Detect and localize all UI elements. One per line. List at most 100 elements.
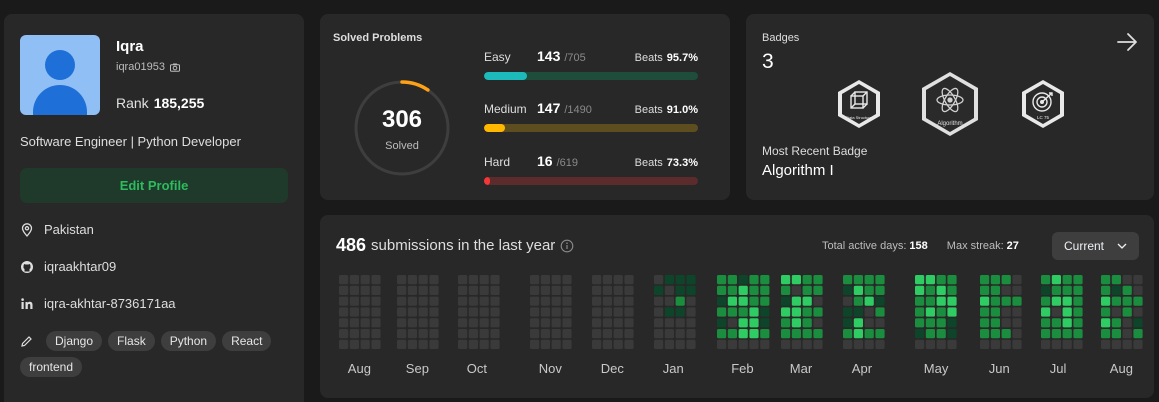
- heatmap-cell[interactable]: [654, 339, 664, 349]
- heatmap-cell[interactable]: [760, 307, 770, 317]
- heatmap-cell[interactable]: [813, 318, 823, 328]
- heatmap-cell[interactable]: [925, 275, 935, 285]
- heatmap-cell[interactable]: [843, 307, 853, 317]
- heatmap-cell[interactable]: [360, 296, 370, 306]
- heatmap-cell[interactable]: [360, 339, 370, 349]
- skill-tag[interactable]: React: [222, 331, 272, 351]
- heatmap-cell[interactable]: [429, 307, 439, 317]
- heatmap-cell[interactable]: [360, 318, 370, 328]
- heatmap-cell[interactable]: [339, 339, 349, 349]
- heatmap-cell[interactable]: [551, 307, 561, 317]
- heatmap-cell[interactable]: [664, 275, 674, 285]
- heatmap-cell[interactable]: [760, 329, 770, 339]
- heatmap-cell[interactable]: [1012, 285, 1022, 295]
- heatmap-cell[interactable]: [624, 296, 634, 306]
- heatmap-cell[interactable]: [530, 307, 540, 317]
- heatmap-cell[interactable]: [407, 318, 417, 328]
- heatmap-cell[interactable]: [371, 296, 381, 306]
- heatmap-cell[interactable]: [1001, 318, 1011, 328]
- heatmap-cell[interactable]: [468, 275, 478, 285]
- heatmap-cell[interactable]: [530, 329, 540, 339]
- heatmap-cell[interactable]: [664, 329, 674, 339]
- heatmap-cell[interactable]: [843, 339, 853, 349]
- heatmap-cell[interactable]: [479, 318, 489, 328]
- heatmap-cell[interactable]: [624, 275, 634, 285]
- heatmap-cell[interactable]: [562, 339, 572, 349]
- heatmap-cell[interactable]: [429, 285, 439, 295]
- heatmap-cell[interactable]: [397, 339, 407, 349]
- year-dropdown[interactable]: Current: [1052, 232, 1139, 260]
- heatmap-cell[interactable]: [738, 285, 748, 295]
- heatmap-cell[interactable]: [936, 285, 946, 295]
- heatmap-cell[interactable]: [540, 329, 550, 339]
- heatmap-cell[interactable]: [551, 285, 561, 295]
- heatmap-cell[interactable]: [371, 275, 381, 285]
- heatmap-cell[interactable]: [613, 329, 623, 339]
- heatmap-cell[interactable]: [551, 275, 561, 285]
- heatmap-cell[interactable]: [853, 285, 863, 295]
- heatmap-cell[interactable]: [717, 285, 727, 295]
- heatmap-cell[interactable]: [980, 275, 990, 285]
- heatmap-cell[interactable]: [843, 318, 853, 328]
- heatmap-cell[interactable]: [613, 307, 623, 317]
- heatmap-cell[interactable]: [925, 329, 935, 339]
- heatmap-cell[interactable]: [802, 339, 812, 349]
- heatmap-cell[interactable]: [727, 275, 737, 285]
- heatmap-cell[interactable]: [738, 296, 748, 306]
- heatmap-cell[interactable]: [1101, 329, 1111, 339]
- heatmap-cell[interactable]: [540, 307, 550, 317]
- badge-data-structure[interactable]: Data Structure: [834, 78, 884, 130]
- heatmap-cell[interactable]: [1001, 285, 1011, 295]
- heatmap-cell[interactable]: [738, 307, 748, 317]
- heatmap-cell[interactable]: [479, 329, 489, 339]
- heatmap-cell[interactable]: [813, 296, 823, 306]
- heatmap-cell[interactable]: [530, 339, 540, 349]
- heatmap-cell[interactable]: [781, 307, 791, 317]
- heatmap-cell[interactable]: [875, 296, 885, 306]
- heatmap-cell[interactable]: [925, 296, 935, 306]
- arrow-right-icon[interactable]: [1116, 32, 1140, 52]
- skill-tag[interactable]: Django: [46, 331, 103, 351]
- heatmap-cell[interactable]: [418, 275, 428, 285]
- heatmap-cell[interactable]: [1001, 329, 1011, 339]
- heatmap-cell[interactable]: [864, 318, 874, 328]
- heatmap-cell[interactable]: [530, 285, 540, 295]
- heatmap-cell[interactable]: [936, 296, 946, 306]
- heatmap-cell[interactable]: [349, 339, 359, 349]
- heatmap-cell[interactable]: [675, 329, 685, 339]
- heatmap-cell[interactable]: [1051, 296, 1061, 306]
- heatmap-cell[interactable]: [925, 285, 935, 295]
- heatmap-cell[interactable]: [360, 275, 370, 285]
- heatmap-cell[interactable]: [1111, 329, 1121, 339]
- heatmap-cell[interactable]: [458, 296, 468, 306]
- heatmap-cell[interactable]: [864, 329, 874, 339]
- heatmap-cell[interactable]: [843, 296, 853, 306]
- heatmap-cell[interactable]: [717, 296, 727, 306]
- heatmap-cell[interactable]: [468, 307, 478, 317]
- heatmap-cell[interactable]: [339, 329, 349, 339]
- heatmap-cell[interactable]: [781, 285, 791, 295]
- heatmap-cell[interactable]: [613, 285, 623, 295]
- heatmap-cell[interactable]: [418, 307, 428, 317]
- heatmap-cell[interactable]: [1051, 339, 1061, 349]
- heatmap-cell[interactable]: [1012, 339, 1022, 349]
- heatmap-cell[interactable]: [853, 339, 863, 349]
- heatmap-cell[interactable]: [1073, 307, 1083, 317]
- heatmap-cell[interactable]: [675, 318, 685, 328]
- heatmap-cell[interactable]: [654, 307, 664, 317]
- heatmap-cell[interactable]: [1133, 307, 1143, 317]
- heatmap-cell[interactable]: [1012, 275, 1022, 285]
- heatmap-cell[interactable]: [397, 318, 407, 328]
- heatmap-cell[interactable]: [802, 285, 812, 295]
- heatmap-cell[interactable]: [654, 296, 664, 306]
- heatmap-cell[interactable]: [371, 329, 381, 339]
- heatmap-cell[interactable]: [592, 329, 602, 339]
- heatmap-cell[interactable]: [1051, 329, 1061, 339]
- heatmap-cell[interactable]: [429, 275, 439, 285]
- heatmap-cell[interactable]: [602, 339, 612, 349]
- heatmap-cell[interactable]: [1133, 275, 1143, 285]
- heatmap-cell[interactable]: [397, 296, 407, 306]
- heatmap-cell[interactable]: [915, 285, 925, 295]
- heatmap-cell[interactable]: [1122, 339, 1132, 349]
- heatmap-cell[interactable]: [490, 285, 500, 295]
